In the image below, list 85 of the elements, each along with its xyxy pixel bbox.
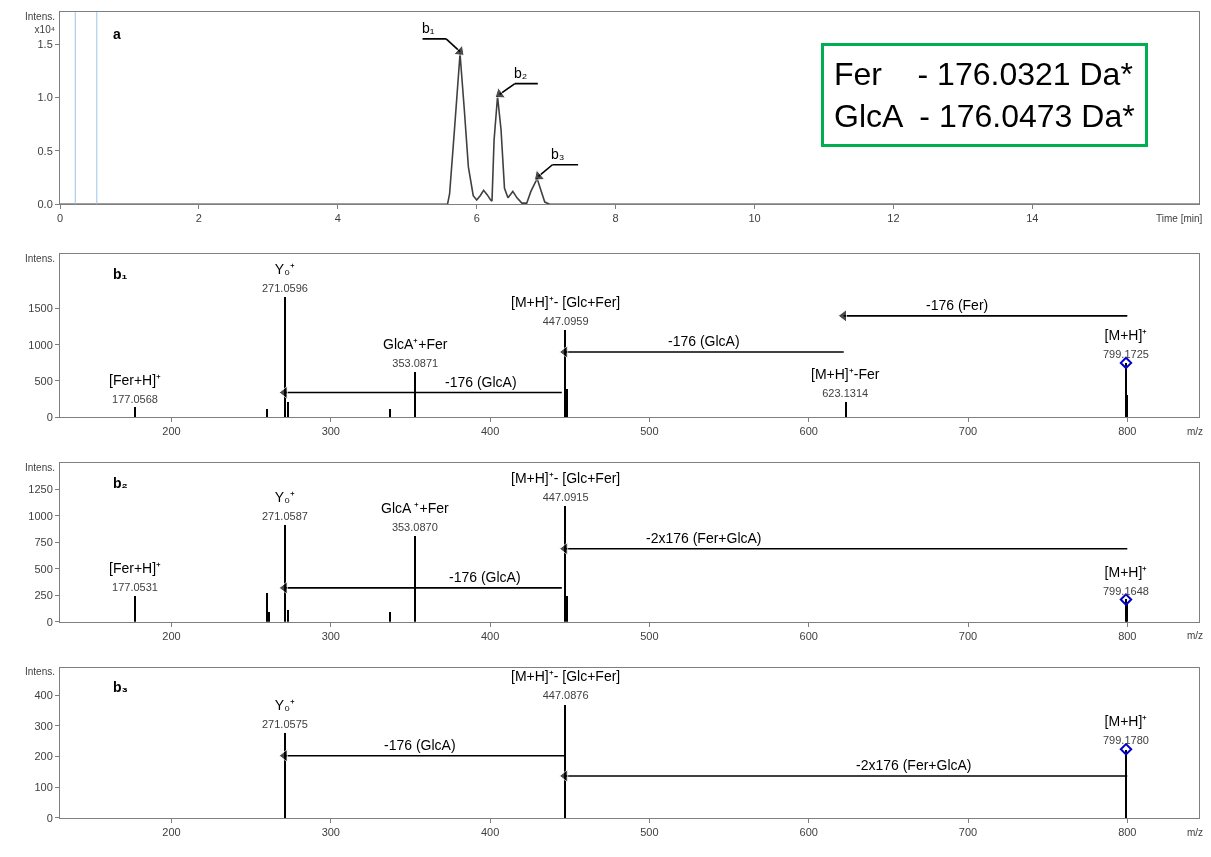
y-tick-label: 1000 bbox=[28, 509, 53, 522]
y-tick-label: 0 bbox=[46, 811, 53, 824]
annotation: -176 (GlcA) bbox=[445, 374, 517, 390]
annotation: -176 (GlcA) bbox=[449, 569, 521, 585]
annotation: b₂ bbox=[514, 65, 528, 81]
y-axis-title: Intens. x10⁴ bbox=[25, 11, 56, 35]
x-tick-label: 400 bbox=[480, 629, 500, 642]
y-tick-label: 100 bbox=[34, 781, 53, 794]
x-axis-title: Time [min] bbox=[1156, 213, 1203, 224]
y-tick-label: 500 bbox=[34, 562, 53, 575]
annotation: [M+H]⁺ 799.1725 bbox=[1103, 327, 1149, 361]
annotation: Y₀⁺ 271.0575 bbox=[262, 697, 308, 731]
annotation: [M+H]⁺- [Glc+Fer] 447.0959 bbox=[511, 294, 621, 328]
x-tick-label: 700 bbox=[958, 826, 978, 839]
y-tick-label: 1.5 bbox=[37, 38, 53, 51]
x-tick-label: 2 bbox=[195, 212, 202, 225]
y-tick-label: 0 bbox=[46, 615, 53, 628]
annotation: -176 (GlcA) bbox=[668, 333, 740, 349]
x-tick-label: 14 bbox=[1026, 212, 1039, 225]
annotation: -176 (Fer) bbox=[926, 297, 989, 313]
x-tick-label: 400 bbox=[480, 826, 500, 839]
annotation: -176 (GlcA) bbox=[384, 737, 456, 753]
x-tick-label: 500 bbox=[640, 425, 659, 438]
x-tick-label: 800 bbox=[1118, 425, 1137, 438]
x-tick-label: 800 bbox=[1118, 629, 1137, 642]
annotation: b₁ bbox=[422, 20, 435, 36]
y-tick-label: 0.0 bbox=[37, 198, 53, 211]
x-tick-label: 600 bbox=[799, 425, 818, 438]
x-tick-label: 6 bbox=[473, 212, 480, 225]
y-tick-label: 1500 bbox=[28, 302, 53, 315]
x-tick-label: 700 bbox=[958, 425, 978, 438]
x-tick-label: 10 bbox=[748, 212, 761, 225]
x-axis-title: m/z bbox=[1187, 630, 1204, 641]
y-tick-label: 500 bbox=[34, 374, 53, 387]
y-tick-label: 750 bbox=[34, 536, 53, 549]
y-tick-label: 1250 bbox=[28, 483, 53, 496]
x-tick-label: 0 bbox=[56, 212, 64, 225]
x-tick-label: 600 bbox=[799, 629, 818, 642]
x-tick-label: 300 bbox=[321, 826, 340, 839]
x-tick-label: 400 bbox=[480, 425, 500, 438]
annotation: GlcA ⁺+Fer 353.0870 bbox=[381, 500, 449, 534]
x-tick-label: 200 bbox=[162, 629, 181, 642]
x-tick-label: 700 bbox=[958, 629, 978, 642]
annotation: [M+H]⁺- [Glc+Fer] 447.0876 bbox=[511, 668, 621, 702]
annotation: [Fer+H]⁺ 177.0568 bbox=[109, 372, 162, 406]
annotation: -2x176 (Fer+GlcA) bbox=[856, 757, 972, 773]
x-tick-label: 4 bbox=[334, 212, 341, 225]
text: b₃ bbox=[113, 679, 129, 695]
x-axis-title: m/z bbox=[1187, 426, 1204, 437]
y-axis-title: Intens. bbox=[25, 462, 56, 473]
annotation: [Fer+H]⁺ 177.0531 bbox=[109, 560, 162, 594]
annotation: [M+H]⁺ 799.1780 bbox=[1103, 713, 1149, 747]
annotation: b₃ bbox=[551, 146, 565, 162]
annotation: -2x176 (Fer+GlcA) bbox=[646, 530, 762, 546]
x-tick-label: 300 bbox=[321, 629, 340, 642]
x-tick-label: 200 bbox=[162, 826, 181, 839]
y-tick-label: 1000 bbox=[28, 338, 53, 351]
x-tick-label: 8 bbox=[612, 212, 619, 225]
x-tick-label: 600 bbox=[799, 826, 818, 839]
y-tick-label: 0 bbox=[46, 410, 53, 423]
x-axis-title: m/z bbox=[1187, 827, 1204, 838]
annotation: Y₀⁺ 271.0587 bbox=[262, 489, 308, 523]
annotation: [M+H]⁺- [Glc+Fer] 447.0915 bbox=[511, 470, 621, 504]
y-tick-label: 1.0 bbox=[37, 91, 53, 104]
annotation: Y₀⁺ 271.0596 bbox=[262, 261, 308, 295]
y-tick-label: 300 bbox=[34, 719, 53, 732]
annotation: [M+H]⁺-Fer 623.1314 bbox=[811, 366, 880, 400]
y-tick-label: 250 bbox=[34, 589, 53, 602]
x-tick-label: 500 bbox=[640, 826, 659, 839]
text: b₂ bbox=[113, 475, 128, 491]
y-tick-label: 0.5 bbox=[37, 144, 53, 157]
text: a bbox=[113, 26, 121, 42]
text: b₁ bbox=[113, 266, 128, 282]
x-tick-label: 800 bbox=[1118, 826, 1137, 839]
x-tick-label: 200 bbox=[162, 425, 181, 438]
y-tick-label: 200 bbox=[34, 750, 53, 763]
x-tick-label: 12 bbox=[887, 212, 900, 225]
x-tick-label: 300 bbox=[321, 425, 340, 438]
y-axis-title: Intens. bbox=[25, 253, 56, 264]
y-axis-title: Intens. bbox=[25, 666, 56, 677]
x-tick-label: 500 bbox=[640, 629, 659, 642]
y-tick-label: 400 bbox=[34, 689, 53, 702]
annotation: GlcA⁺+Fer 353.0871 bbox=[383, 336, 448, 370]
annotation: Fer - 176.0321 Da* GlcA - 176.0473 Da* bbox=[834, 56, 1135, 134]
annotation: [M+H]⁺ 799.1648 bbox=[1103, 564, 1149, 598]
